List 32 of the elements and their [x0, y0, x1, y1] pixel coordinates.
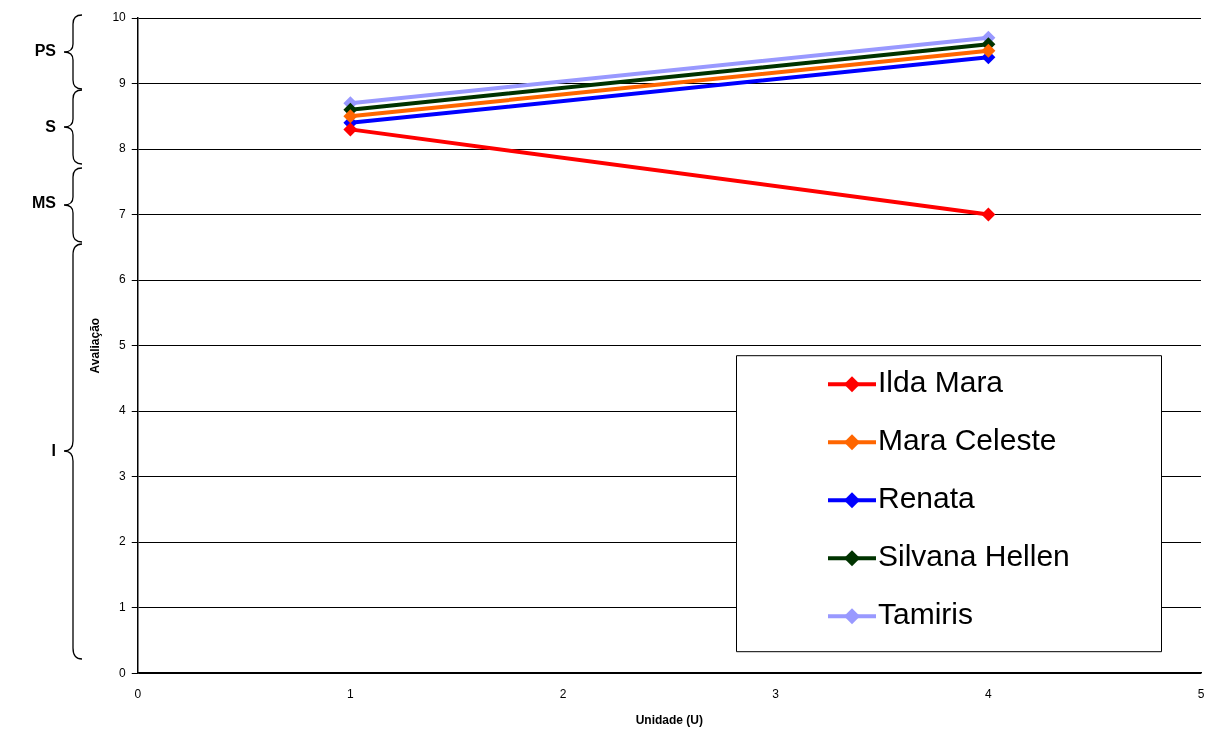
y-tick-label: 4	[119, 403, 127, 418]
legend-label: Mara Celeste	[878, 423, 1057, 457]
text: PS	[34, 42, 57, 60]
x-tick-label: 2	[559, 686, 567, 701]
y-tick-label: 5	[119, 337, 127, 352]
x-tick-label: 4	[985, 686, 993, 701]
legend-label: Tamiris	[878, 597, 973, 631]
x-axis-title: Unidade (U)	[635, 713, 704, 728]
y-tick-label: 8	[119, 141, 127, 156]
y-axis-title: Avaliação	[87, 317, 102, 374]
point	[981, 207, 996, 222]
y-tick-label: 2	[119, 534, 127, 549]
legend-label: Silvana Hellen	[878, 539, 1070, 573]
point	[981, 43, 996, 58]
y-tick-label: 10	[112, 10, 127, 25]
text: S	[45, 118, 57, 136]
y-tick-label: 1	[119, 599, 127, 614]
x-tick-label: 0	[134, 686, 142, 701]
legend-label: Ilda Mara	[878, 365, 1004, 399]
x-tick-label: 5	[1197, 686, 1205, 701]
point	[343, 109, 358, 124]
text: I	[51, 442, 56, 460]
point	[343, 122, 358, 137]
y-tick-label: 7	[119, 206, 127, 221]
text: MS	[32, 194, 57, 212]
x-tick-label: 3	[772, 686, 780, 701]
y-tick-label: 6	[119, 272, 127, 287]
y-tick-label: 0	[119, 665, 127, 680]
y-tick-label: 9	[119, 75, 127, 90]
x-tick-label: 1	[347, 686, 355, 701]
legend-label: Renata	[878, 481, 976, 515]
y-tick-label: 3	[119, 468, 127, 483]
